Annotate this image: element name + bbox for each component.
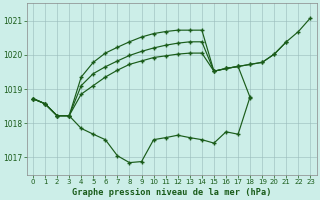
X-axis label: Graphe pression niveau de la mer (hPa): Graphe pression niveau de la mer (hPa) <box>72 188 271 197</box>
